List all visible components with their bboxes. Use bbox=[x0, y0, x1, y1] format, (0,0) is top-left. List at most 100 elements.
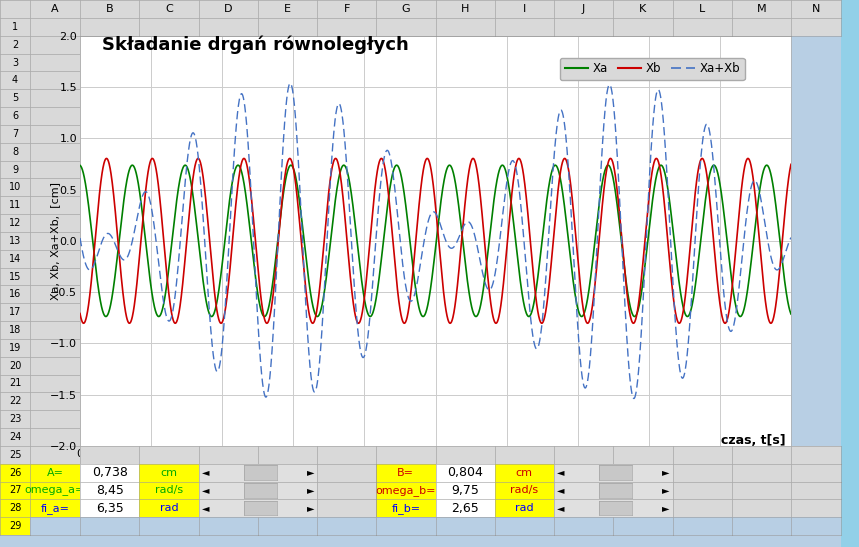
Xa+Xb bbox=[198, 217, 209, 223]
Text: Xa, Xb, Xa+Xb,  [cm]: Xa, Xb, Xa+Xb, [cm] bbox=[50, 182, 60, 300]
Text: 1: 1 bbox=[12, 22, 18, 32]
Text: 9: 9 bbox=[12, 165, 18, 174]
Text: rad: rad bbox=[515, 503, 533, 513]
Text: 9,75: 9,75 bbox=[451, 484, 479, 497]
Text: 12: 12 bbox=[9, 218, 21, 228]
Legend: Xa, Xb, Xa+Xb: Xa, Xb, Xa+Xb bbox=[560, 58, 745, 80]
Text: rad: rad bbox=[160, 503, 178, 513]
Xa bbox=[127, 162, 137, 168]
Text: 4: 4 bbox=[12, 75, 18, 85]
Xa+Xb bbox=[285, 80, 295, 86]
Text: I: I bbox=[523, 4, 526, 14]
Text: 15: 15 bbox=[9, 271, 21, 282]
Line: Xb: Xb bbox=[80, 159, 791, 323]
Text: 8,45: 8,45 bbox=[95, 484, 124, 497]
Text: 22: 22 bbox=[9, 396, 21, 406]
Text: 6,35: 6,35 bbox=[95, 502, 124, 515]
Xa bbox=[772, 216, 783, 223]
Text: omega_a=: omega_a= bbox=[25, 485, 85, 496]
Text: 25: 25 bbox=[9, 450, 21, 460]
Text: 16: 16 bbox=[9, 289, 21, 299]
Text: fi_a=: fi_a= bbox=[40, 503, 70, 514]
Text: 0,738: 0,738 bbox=[92, 466, 128, 479]
Xb bbox=[198, 177, 209, 183]
Text: 7: 7 bbox=[12, 129, 18, 139]
Text: ◄: ◄ bbox=[557, 503, 564, 513]
Xa bbox=[696, 237, 706, 244]
Text: L: L bbox=[699, 4, 705, 14]
Text: D: D bbox=[224, 4, 233, 14]
Text: fi_b=: fi_b= bbox=[392, 503, 420, 514]
Text: 5: 5 bbox=[12, 93, 18, 103]
Xa bbox=[379, 235, 389, 242]
Text: ►: ► bbox=[307, 485, 314, 496]
Text: 28: 28 bbox=[9, 503, 21, 513]
Xa+Xb bbox=[696, 154, 706, 160]
Xa bbox=[198, 281, 209, 287]
Text: Składanie drgań równoległych: Składanie drgań równoległych bbox=[102, 36, 409, 54]
Xa bbox=[786, 311, 796, 317]
Text: ►: ► bbox=[662, 468, 669, 478]
Line: Xa+Xb: Xa+Xb bbox=[80, 83, 791, 399]
Text: 21: 21 bbox=[9, 379, 21, 388]
Text: B: B bbox=[106, 4, 113, 14]
Xb bbox=[786, 161, 796, 167]
Xa bbox=[735, 313, 746, 320]
Text: E: E bbox=[283, 4, 291, 14]
Text: 20: 20 bbox=[9, 360, 21, 371]
Text: 0,804: 0,804 bbox=[448, 466, 483, 479]
Xa bbox=[75, 162, 85, 168]
Xb bbox=[696, 156, 706, 163]
Text: A: A bbox=[52, 4, 58, 14]
Xa+Xb bbox=[772, 266, 783, 273]
Xb bbox=[75, 310, 85, 317]
Text: 14: 14 bbox=[9, 254, 21, 264]
Xb bbox=[348, 296, 358, 303]
Text: ►: ► bbox=[662, 485, 669, 496]
Text: 3: 3 bbox=[12, 57, 18, 68]
Text: cm: cm bbox=[161, 468, 177, 478]
Text: rad/s: rad/s bbox=[155, 485, 183, 496]
Line: Xa: Xa bbox=[80, 165, 791, 317]
Text: 24: 24 bbox=[9, 432, 21, 442]
Text: ◄: ◄ bbox=[557, 468, 564, 478]
Text: ◄: ◄ bbox=[557, 485, 564, 496]
Text: 8: 8 bbox=[12, 147, 18, 156]
Text: M: M bbox=[757, 4, 766, 14]
Text: 2: 2 bbox=[12, 40, 18, 50]
Xa+Xb bbox=[156, 281, 167, 287]
Text: 18: 18 bbox=[9, 325, 21, 335]
Xb bbox=[772, 288, 783, 295]
Text: ►: ► bbox=[307, 468, 314, 478]
Text: A=: A= bbox=[46, 468, 64, 478]
Text: N: N bbox=[812, 4, 820, 14]
Xa bbox=[156, 310, 167, 316]
Xa+Xb bbox=[348, 261, 358, 267]
Text: 17: 17 bbox=[9, 307, 21, 317]
Text: G: G bbox=[401, 4, 411, 14]
Text: ◄: ◄ bbox=[202, 468, 209, 478]
Xb bbox=[582, 320, 593, 327]
Xa bbox=[348, 202, 358, 208]
Xa+Xb bbox=[786, 234, 796, 241]
Text: B=: B= bbox=[398, 468, 414, 478]
Text: H: H bbox=[461, 4, 469, 14]
Text: C: C bbox=[165, 4, 173, 14]
Xb bbox=[379, 159, 389, 166]
Text: 27: 27 bbox=[9, 485, 21, 496]
Text: ►: ► bbox=[307, 503, 314, 513]
Xa+Xb bbox=[379, 157, 389, 164]
Text: czas, t[s]: czas, t[s] bbox=[722, 434, 786, 447]
Text: cm: cm bbox=[516, 468, 533, 478]
Text: 19: 19 bbox=[9, 343, 21, 353]
Text: omega_b=: omega_b= bbox=[375, 485, 436, 496]
Text: rad/s: rad/s bbox=[510, 485, 539, 496]
Text: 23: 23 bbox=[9, 414, 21, 424]
Text: ◄: ◄ bbox=[202, 485, 209, 496]
Xb bbox=[147, 155, 157, 162]
Text: 26: 26 bbox=[9, 468, 21, 478]
Text: 13: 13 bbox=[9, 236, 21, 246]
Xb bbox=[156, 211, 167, 217]
Xa+Xb bbox=[629, 395, 639, 402]
Text: 2,65: 2,65 bbox=[451, 502, 479, 515]
